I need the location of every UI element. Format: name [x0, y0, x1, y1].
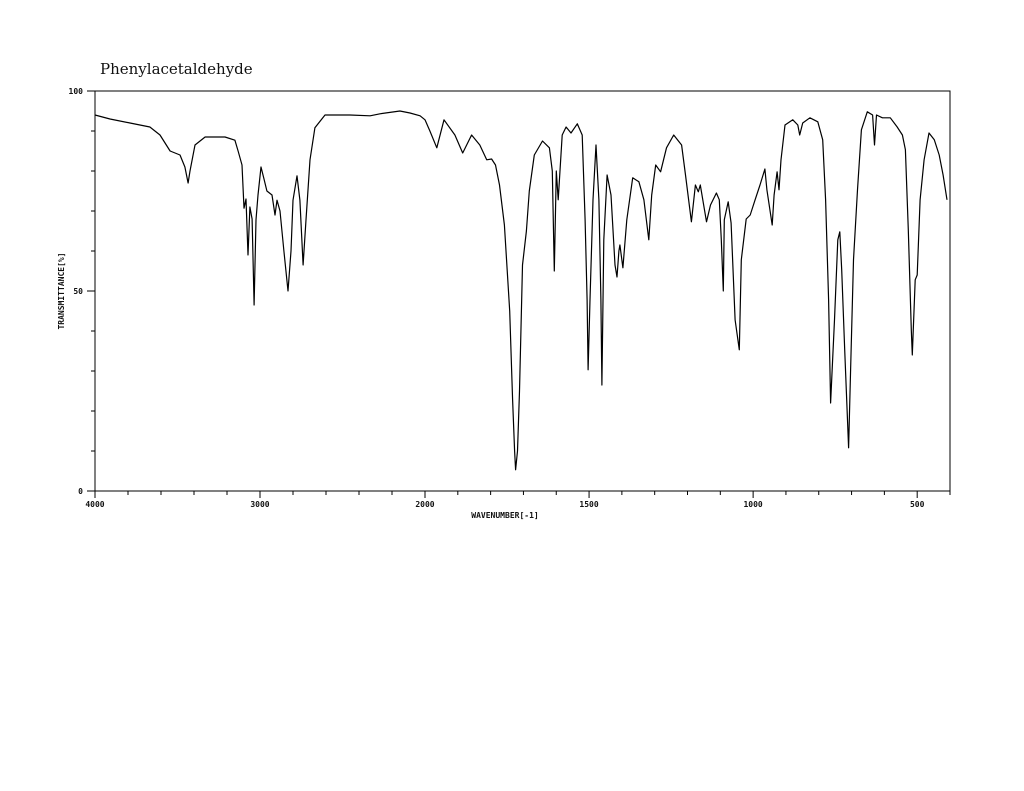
x-tick-label: 4000 — [85, 500, 104, 509]
x-tick-label: 500 — [910, 500, 925, 509]
y-tick-label: 50 — [73, 287, 83, 296]
y-tick-label: 0 — [78, 487, 83, 496]
x-tick-label: 3000 — [250, 500, 269, 509]
x-tick-label: 2000 — [415, 500, 434, 509]
x-tick-label: 1500 — [579, 500, 598, 509]
spectrum-line — [94, 110, 948, 471]
plot-frame — [94, 90, 951, 492]
y-axis-label: TRANSMITTANCE[%] — [57, 252, 66, 329]
x-axis-label: WAVENUMBER[-1] — [471, 511, 538, 520]
y-tick-label: 100 — [69, 87, 84, 96]
x-tick-label: 1000 — [743, 500, 762, 509]
chart-title: Phenylacetaldehyde — [100, 60, 253, 78]
